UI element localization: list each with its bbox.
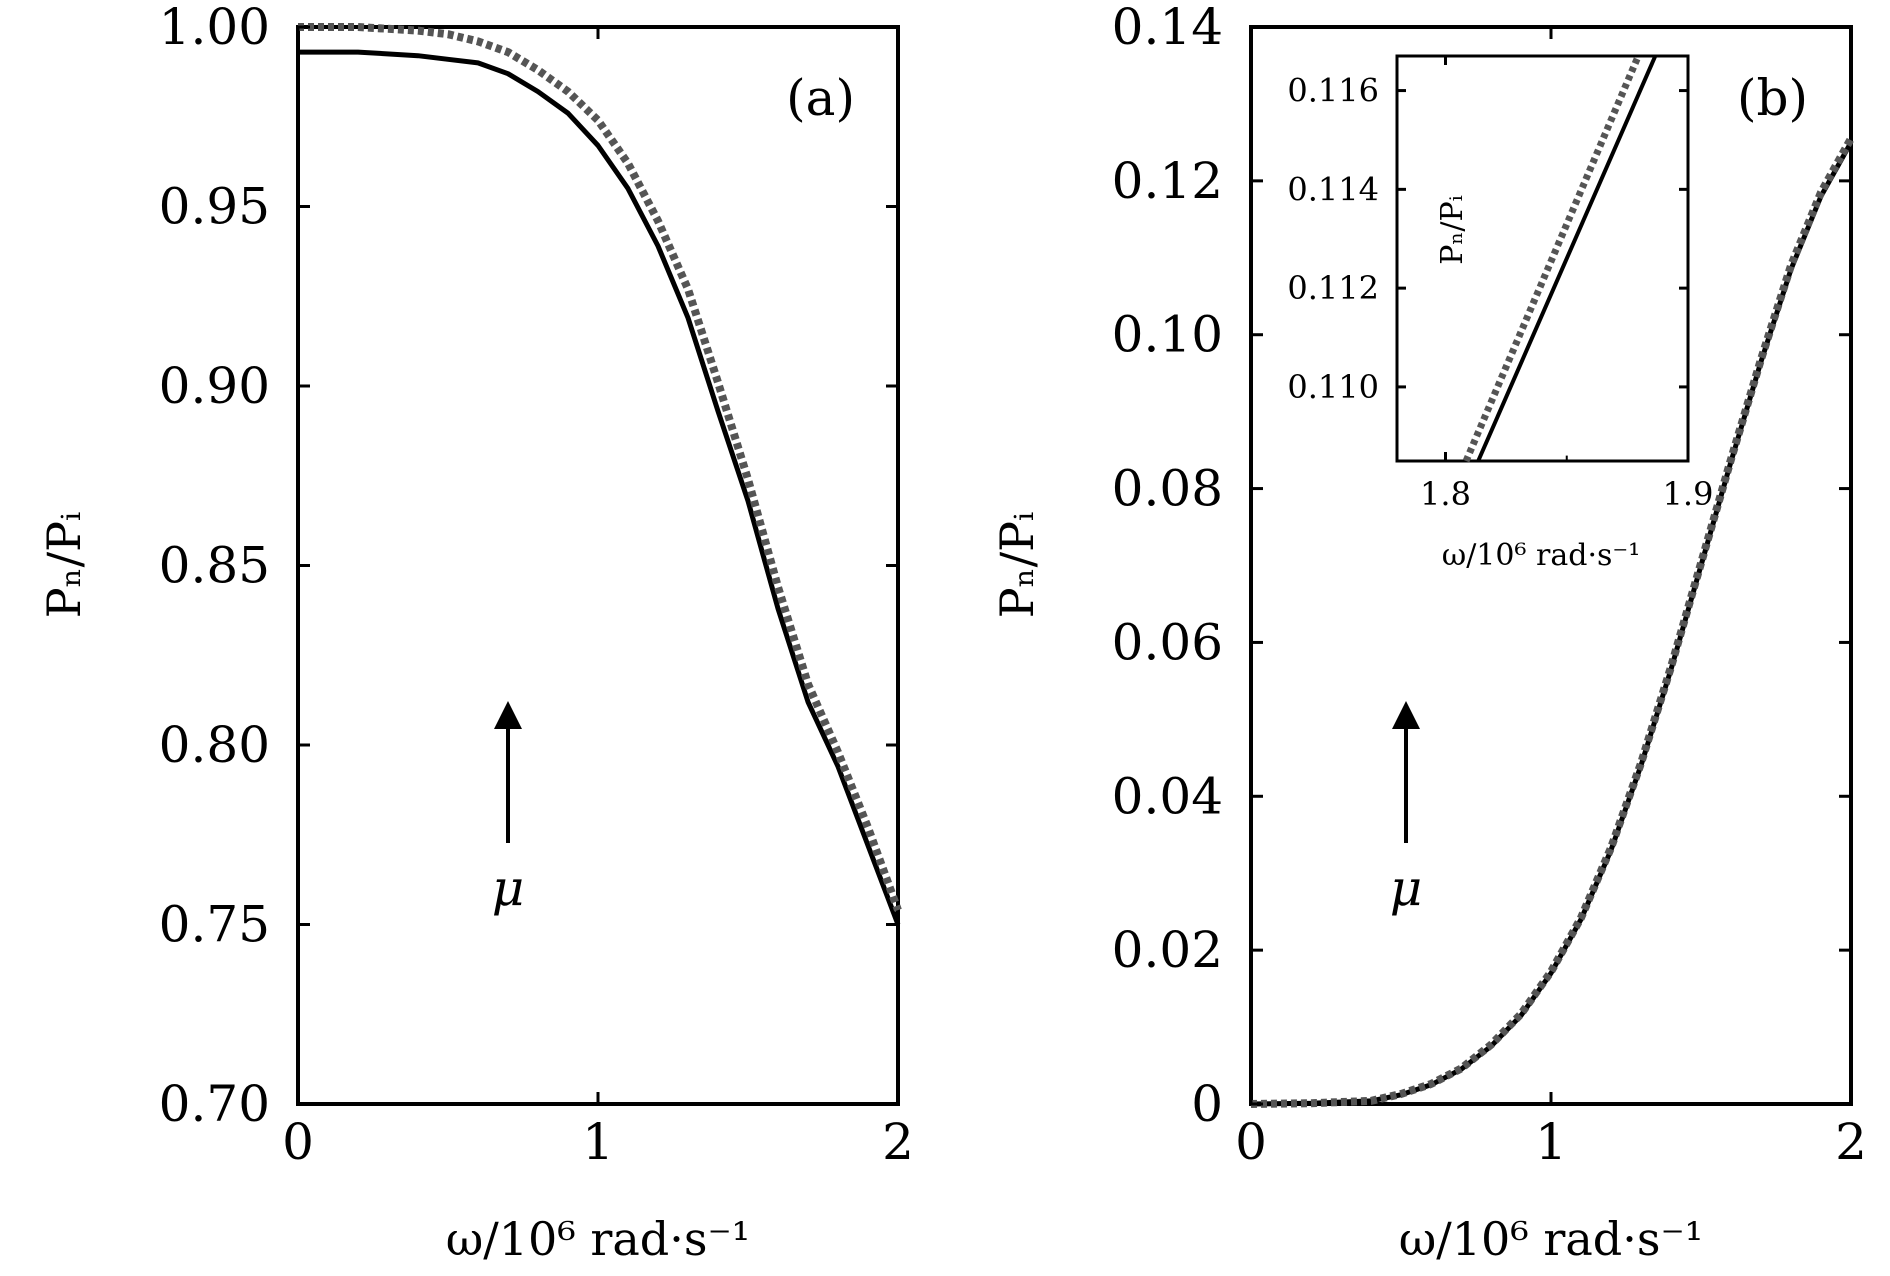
b-y-tick-label: 0.06	[1112, 613, 1223, 671]
inset-series-solid-line	[1476, 55, 1658, 462]
inset-ticks-group: 1.8 1.9 0.110 0.112 0.114 0.116	[1287, 56, 1713, 513]
a-y-tick-label: 0.75	[159, 896, 270, 954]
plot-frame-a	[296, 25, 900, 1106]
inset-y-tick-label: 0.116	[1287, 72, 1379, 110]
y-axis-label-b: Pₙ/Pᵢ	[990, 512, 1044, 619]
b-x-tick-label: 1	[1535, 1113, 1567, 1171]
a-series-solid-line	[298, 49, 901, 926]
panel-label-b: (b)	[1737, 69, 1808, 127]
inset-y-tick-label: 0.114	[1287, 170, 1379, 208]
inset-x-axis-label: ω/10⁶ rad·s⁻¹	[1442, 538, 1641, 573]
series-group-b	[1250, 136, 1855, 1108]
inset-y-axis-label: Pₙ/Pᵢ	[1435, 195, 1470, 265]
b-series-dotted-line	[1250, 136, 1855, 1108]
b-x-tick-label: 2	[1835, 1113, 1867, 1171]
inset-series-dotted-line	[1462, 54, 1642, 463]
b-y-tick-label: 0.12	[1112, 152, 1223, 210]
a-series-dotted-line	[298, 23, 902, 912]
a-x-tick-label: 1	[582, 1113, 614, 1171]
b-y-tick-label: 0	[1191, 1075, 1223, 1133]
a-y-tick-label: 0.80	[159, 716, 270, 774]
y-axis-label-a: Pₙ/Pᵢ	[37, 512, 91, 619]
inset-series-group	[1462, 54, 1658, 463]
a-x-tick-label: 2	[882, 1113, 914, 1171]
a-y-tick-label: 0.90	[159, 357, 270, 415]
b-y-tick-label: 0.08	[1112, 460, 1223, 518]
inset-plot: 1.8 1.9 0.110 0.112 0.114 0.116 ω/10⁶ rad·s⁻¹…	[1287, 54, 1713, 573]
b-y-tick-label: 0.02	[1112, 921, 1223, 979]
x-axis-label-b: ω/10⁶ rad·s⁻¹	[1399, 1212, 1703, 1266]
series-group-a	[298, 23, 902, 926]
b-y-tick-label: 0.10	[1112, 306, 1223, 364]
a-y-tick-label: 0.85	[159, 537, 270, 595]
a-x-tick-label: 0	[282, 1113, 314, 1171]
inset-frame	[1395, 54, 1690, 463]
inset-x-tick-label: 1.9	[1663, 475, 1714, 513]
b-y-tick-label: 0.04	[1112, 767, 1223, 825]
b-x-tick-label: 0	[1235, 1113, 1267, 1171]
a-y-tick-label: 1.00	[159, 0, 270, 56]
a-y-tick-label: 0.70	[159, 1075, 270, 1133]
x-axis-label-a: ω/10⁶ rad·s⁻¹	[446, 1212, 750, 1266]
inset-y-tick-label: 0.110	[1287, 368, 1379, 406]
mu-label-b: μ	[1390, 859, 1423, 917]
a-y-tick-label: 0.95	[159, 178, 270, 236]
mu-label-a: μ	[492, 859, 525, 917]
inset-y-tick-label: 0.112	[1287, 269, 1379, 307]
ticks-group-a: 0 1 2 0.70 0.75 0.80 0.85 0.90 0.95 1.00	[159, 0, 914, 1171]
b-y-tick-label: 0.14	[1112, 0, 1223, 56]
panel-a: 0 1 2 0.70 0.75 0.80 0.85 0.90 0.95 1.00 (a) μ ω/…	[37, 0, 914, 1266]
ticks-group-b: 0 1 2 0 0.02 0.04 0.06 0.08 0.10 0.12 0.14	[1112, 0, 1867, 1171]
inset-x-tick-label: 1.8	[1420, 475, 1471, 513]
panel-b: 0 1 2 0 0.02 0.04 0.06 0.08 0.10 0.12 0.14 (b) μ ω…	[990, 0, 1867, 1266]
panel-label-a: (a)	[786, 69, 855, 127]
